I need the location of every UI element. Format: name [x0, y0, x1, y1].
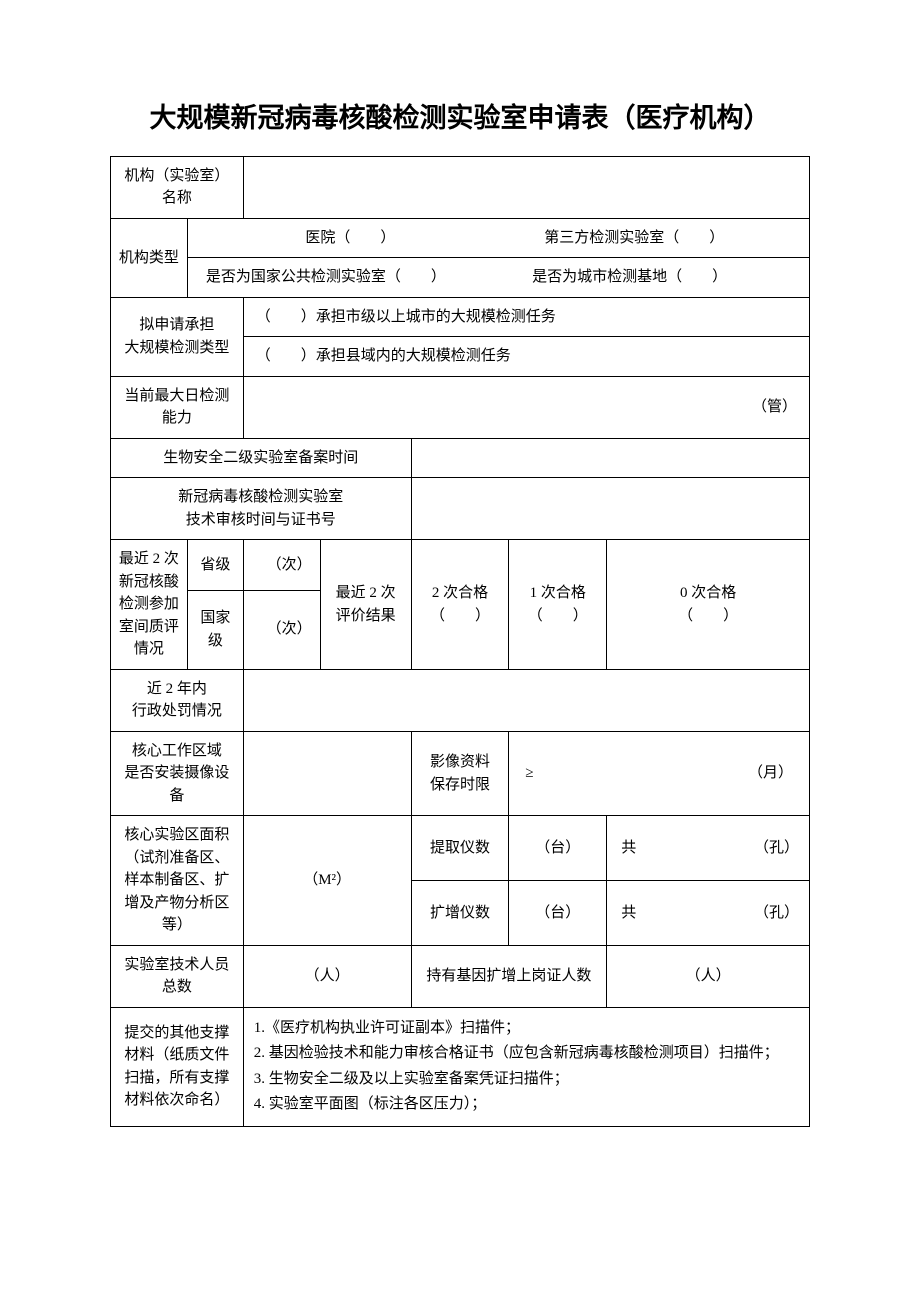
table-row: 提交的其他支撑材料（纸质文件扫描，所有支撑材料依次命名） 1.《医疗机构执业许可…: [111, 1007, 810, 1126]
label-org-name: 机构（实验室）名称: [111, 156, 244, 218]
label-core-area: 核心实验区面积（试剂准备区、样本制备区、扩增及产物分析区等）: [111, 816, 244, 946]
label-amplify-machine: 扩增仪数: [411, 881, 509, 946]
field-camera[interactable]: [243, 731, 411, 816]
field-bio-safety[interactable]: [411, 438, 809, 478]
label-recent2-result: 最近 2 次 评价结果: [320, 540, 411, 670]
table-row: 机构（实验室）名称: [111, 156, 810, 218]
field-pass1[interactable]: 1 次合格 （ ）: [509, 540, 607, 670]
org-type-hospital: 医院（ ）: [216, 227, 484, 250]
label-tech-staff: 实验室技术人员总数: [111, 945, 244, 1007]
label-tech-review: 新冠病毒核酸检测实验室 技术审核时间与证书号: [111, 478, 412, 540]
table-row: 拟申请承担 大规模检测类型 （ ）承担市级以上城市的大规模检测任务: [111, 297, 810, 337]
field-amplify-machine-hole[interactable]: 共 （孔）: [607, 881, 810, 946]
label-provincial: 省级: [187, 540, 243, 590]
table-row: 是否为国家公共检测实验室（ ） 是否为城市检测基地（ ）: [111, 258, 810, 298]
table-row: 机构类型 医院（ ） 第三方检测实验室（ ）: [111, 218, 810, 258]
field-max-daily[interactable]: （管）: [243, 376, 809, 438]
hole-unit: （孔）: [754, 837, 803, 860]
field-gene-staff[interactable]: （人）: [607, 945, 810, 1007]
label-gene-staff: 持有基因扩增上岗证人数: [411, 945, 607, 1007]
table-row: 最近 2 次新冠核酸检测参加室间质评情况 省级 （次） 最近 2 次 评价结果 …: [111, 540, 810, 590]
field-pass2[interactable]: 2 次合格 （ ）: [411, 540, 509, 670]
video-retain-gte: ≥: [515, 762, 533, 785]
field-apply-type-1[interactable]: （ ）承担市级以上城市的大规模检测任务: [243, 297, 809, 337]
label-apply-type: 拟申请承担 大规模检测类型: [111, 297, 244, 376]
label-org-type: 机构类型: [111, 218, 188, 297]
hole-prefix-2: 共: [613, 902, 636, 925]
field-apply-type-2[interactable]: （ ）承担县域内的大规模检测任务: [243, 337, 809, 377]
table-row: 实验室技术人员总数 （人） 持有基因扩增上岗证人数 （人）: [111, 945, 810, 1007]
hole-unit-2: （孔）: [754, 902, 803, 925]
field-extract-machine-hole[interactable]: 共 （孔）: [607, 816, 810, 881]
field-org-name[interactable]: [243, 156, 809, 218]
table-row: 当前最大日检测能力 （管）: [111, 376, 810, 438]
label-national: 国家级: [187, 590, 243, 669]
table-row: 新冠病毒核酸检测实验室 技术审核时间与证书号: [111, 478, 810, 540]
field-national[interactable]: （次）: [243, 590, 320, 669]
org-type-city: 是否为城市检测基地（ ）: [532, 266, 795, 289]
label-video-retain: 影像资料 保存时限: [411, 731, 509, 816]
video-retain-unit: （月）: [748, 762, 803, 785]
label-camera: 核心工作区域 是否安装摄像设备: [111, 731, 244, 816]
label-extract-machine: 提取仪数: [411, 816, 509, 881]
label-penalty: 近 2 年内 行政处罚情况: [111, 669, 244, 731]
field-org-type-1[interactable]: 医院（ ） 第三方检测实验室（ ）: [187, 218, 809, 258]
field-video-retain[interactable]: ≥ （月）: [509, 731, 810, 816]
field-penalty[interactable]: [243, 669, 809, 731]
field-tech-review[interactable]: [411, 478, 809, 540]
table-row: 近 2 年内 行政处罚情况: [111, 669, 810, 731]
table-row: 核心工作区域 是否安装摄像设备 影像资料 保存时限 ≥ （月）: [111, 731, 810, 816]
label-materials: 提交的其他支撑材料（纸质文件扫描，所有支撑材料依次命名）: [111, 1007, 244, 1126]
label-max-daily: 当前最大日检测能力: [111, 376, 244, 438]
field-amplify-machine-count[interactable]: （台）: [509, 881, 607, 946]
page-title: 大规模新冠病毒核酸检测实验室申请表（医疗机构）: [110, 100, 810, 138]
field-core-area[interactable]: （M²）: [243, 816, 411, 946]
label-recent2: 最近 2 次新冠核酸检测参加室间质评情况: [111, 540, 188, 670]
org-type-thirdparty: 第三方检测实验室（ ）: [488, 227, 780, 250]
hole-prefix: 共: [613, 837, 636, 860]
field-extract-machine-count[interactable]: （台）: [509, 816, 607, 881]
field-tech-staff[interactable]: （人）: [243, 945, 411, 1007]
field-provincial[interactable]: （次）: [243, 540, 320, 590]
table-row: 生物安全二级实验室备案时间: [111, 438, 810, 478]
table-row: 核心实验区面积（试剂准备区、样本制备区、扩增及产物分析区等） （M²） 提取仪数…: [111, 816, 810, 881]
org-type-national: 是否为国家公共检测实验室（ ）: [206, 266, 528, 289]
field-pass0[interactable]: 0 次合格 （ ）: [607, 540, 810, 670]
field-materials: 1.《医疗机构执业许可证副本》扫描件； 2. 基因检验技术和能力审核合格证书（应…: [243, 1007, 809, 1126]
application-form-table: 机构（实验室）名称 机构类型 医院（ ） 第三方检测实验室（ ） 是否为国家公共…: [110, 156, 810, 1127]
field-org-type-2[interactable]: 是否为国家公共检测实验室（ ） 是否为城市检测基地（ ）: [187, 258, 809, 298]
label-bio-safety: 生物安全二级实验室备案时间: [111, 438, 412, 478]
